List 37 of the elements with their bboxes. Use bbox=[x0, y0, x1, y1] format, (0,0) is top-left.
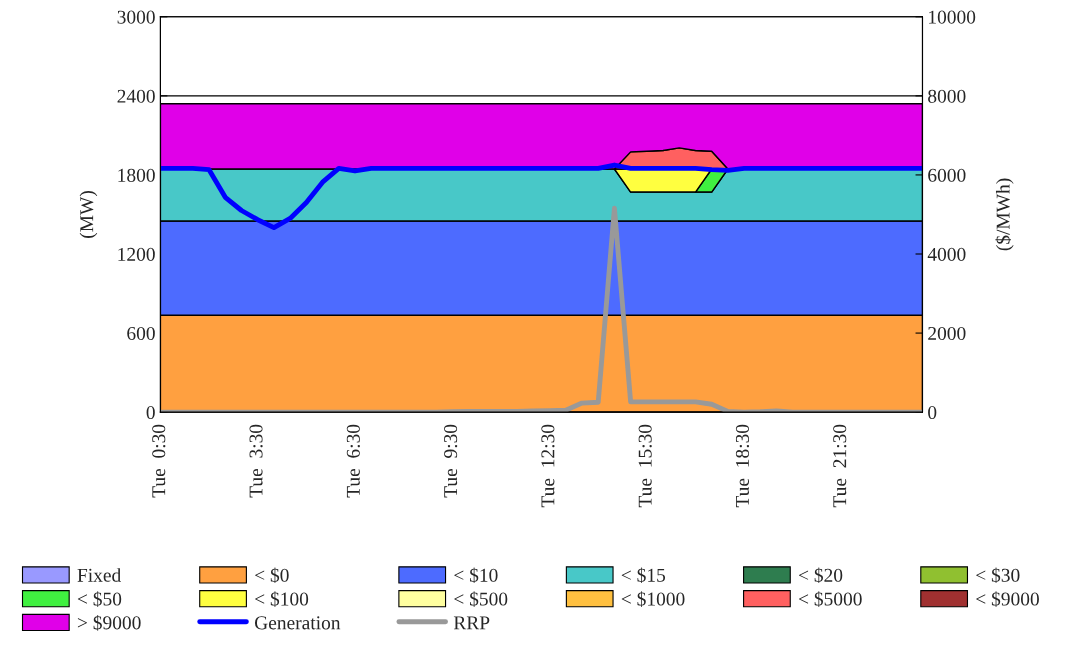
legend-label: < $15 bbox=[621, 567, 666, 584]
y2-axis-title: ($/MWh) bbox=[995, 178, 1014, 251]
y-tick-label: 1800 bbox=[118, 168, 155, 182]
x-tick-label: Tue 9:30 bbox=[444, 424, 458, 498]
x-tick-label: Tue 3:30 bbox=[249, 424, 263, 498]
legend-label: < $20 bbox=[799, 567, 843, 584]
y-tick-label: 600 bbox=[127, 326, 155, 341]
y2-tick-label: 10000 bbox=[929, 10, 976, 24]
legend-label: < $50 bbox=[77, 591, 122, 607]
legend-label: < $30 bbox=[976, 567, 1020, 584]
y-tick-label: 3000 bbox=[117, 10, 155, 24]
y2-tick-label: 8000 bbox=[928, 89, 966, 103]
legend-label: < $100 bbox=[255, 591, 309, 607]
x-tick-label: Tue 6:30 bbox=[346, 424, 360, 498]
legend-label: < $500 bbox=[454, 591, 508, 607]
legend-label: Fixed bbox=[77, 568, 122, 582]
y2-tick-label: 2000 bbox=[928, 326, 966, 341]
legend-label: < $10 bbox=[454, 567, 498, 584]
legend-label: < $9000 bbox=[976, 591, 1039, 607]
y2-tick-label: 0 bbox=[928, 405, 937, 420]
y2-tick-label: 6000 bbox=[928, 168, 966, 182]
y-axis-title: (MW) bbox=[79, 191, 98, 238]
y2-tick-label: 4000 bbox=[927, 247, 966, 261]
legend-label: < $5000 bbox=[799, 591, 862, 607]
x-tick-label: Tue 0:30 bbox=[152, 424, 166, 498]
x-tick-label: Tue 12:30 bbox=[541, 424, 555, 508]
legend-label: < $0 bbox=[255, 567, 289, 584]
legend-label: < $1000 bbox=[621, 591, 685, 607]
y-tick-label: 1200 bbox=[118, 247, 155, 261]
x-tick-label: Tue 18:30 bbox=[735, 424, 750, 508]
legend-label: Generation bbox=[254, 616, 341, 630]
x-tick-label: Tue 21:30 bbox=[833, 424, 847, 508]
y-tick-label: 2400 bbox=[117, 89, 155, 103]
x-tick-label: Tue 15:30 bbox=[638, 424, 652, 508]
legend-label: RRP bbox=[453, 616, 490, 630]
legend-label: > $9000 bbox=[77, 615, 141, 631]
y-tick-label: 0 bbox=[146, 405, 155, 420]
